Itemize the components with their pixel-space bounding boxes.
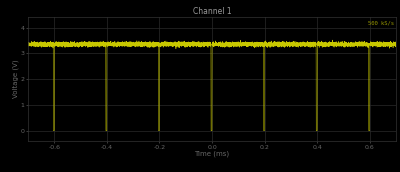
Y-axis label: Voltage (V): Voltage (V) [13, 60, 19, 98]
X-axis label: Time (ms): Time (ms) [194, 151, 230, 157]
Text: 500 kS/s: 500 kS/s [368, 21, 394, 26]
Title: Channel 1: Channel 1 [193, 7, 231, 16]
